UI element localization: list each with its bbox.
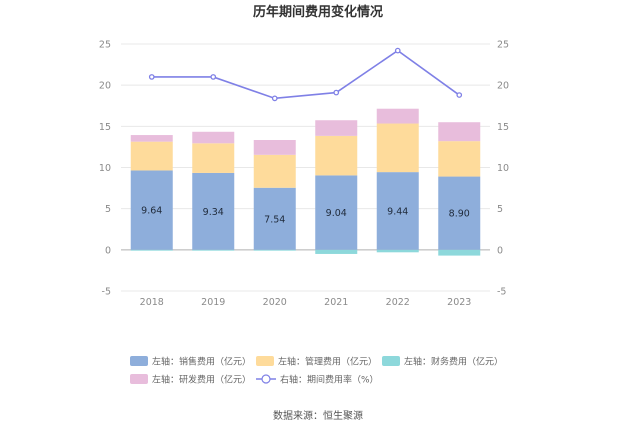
bar-segment	[376, 108, 419, 124]
bar-segment	[438, 249, 481, 256]
bar-segment	[192, 131, 235, 144]
x-tick-label: 2023	[447, 297, 471, 308]
bar-segment	[438, 176, 481, 250]
y-right-tick-label: 25	[497, 40, 509, 51]
bar-data-label: 9.34	[203, 207, 224, 218]
bar-segment	[315, 249, 358, 254]
y-axis-right: 25 20 15 10 5 0 -5	[497, 40, 509, 298]
bar-segment	[192, 172, 235, 250]
legend-swatch	[382, 356, 400, 366]
bar-segment	[130, 141, 173, 171]
bar-segment	[253, 140, 296, 155]
bar-segment	[253, 187, 296, 250]
chart-title: 历年期间费用变化情况	[253, 4, 383, 20]
legend-item[interactable]: 左轴：销售费用（亿元）	[130, 356, 251, 368]
bar-segment	[130, 135, 173, 142]
rate-point	[271, 95, 278, 102]
bar-segment	[438, 122, 481, 142]
bar-segment	[376, 123, 419, 173]
y-right-tick-label: 5	[497, 204, 503, 215]
x-tick-label: 2020	[263, 297, 287, 308]
y-right-tick-label: 10	[497, 163, 509, 174]
rate-point	[333, 89, 340, 96]
x-tick-label: 2022	[386, 297, 410, 308]
y-left-tick-label: 25	[99, 40, 111, 51]
y-left-tick-label: 10	[99, 163, 111, 174]
legend-item[interactable]: 左轴：管理费用（亿元）	[256, 356, 377, 368]
bar-segment	[315, 120, 358, 136]
rate-point	[148, 74, 155, 80]
legend-swatch	[256, 356, 274, 366]
legend-label: 右轴：期间费用率（%）	[280, 374, 379, 386]
bar-data-label: 9.64	[141, 206, 162, 217]
y-left-tick-label: 20	[99, 81, 111, 92]
legend: 左轴：销售费用（亿元） 左轴：管理费用（亿元） 左轴：财务费用（亿元） 左轴：研发费用…	[130, 356, 503, 386]
bar-segment	[192, 249, 235, 251]
legend-item[interactable]: 左轴：研发费用（亿元）	[130, 374, 251, 386]
bar-segment	[192, 143, 235, 173]
y-left-tick-label: 0	[105, 245, 111, 256]
grid-lines	[121, 43, 490, 292]
bar-segment	[130, 170, 173, 250]
legend-label: 左轴：财务费用（亿元）	[404, 356, 503, 368]
legend-label: 左轴：研发费用（亿元）	[152, 374, 251, 386]
y-axis-left: 25 20 15 10 5 0 -5	[99, 40, 111, 298]
y-left-tick-label: -5	[102, 287, 111, 298]
data-labels: 9.64 9.34 7.54 9.04 9.44 8.90	[141, 206, 470, 226]
y-right-tick-label: 15	[497, 122, 509, 133]
y-right-tick-label: 20	[497, 81, 509, 92]
source-note: 数据来源：恒生聚源	[273, 409, 363, 422]
y-left-tick-label: 15	[99, 122, 111, 133]
rate-line	[151, 49, 460, 100]
x-tick-label: 2021	[324, 297, 348, 308]
x-tick-label: 2018	[140, 297, 164, 308]
bar-series	[130, 108, 481, 256]
y-right-tick-label: -5	[497, 287, 506, 298]
bar-segment	[253, 249, 296, 251]
legend-item[interactable]: 右轴：期间费用率（%）	[256, 374, 379, 386]
rate-point	[456, 92, 463, 98]
rate-point	[394, 47, 401, 54]
y-left-tick-label: 5	[105, 204, 111, 215]
bar-segment	[376, 172, 419, 250]
legend-item[interactable]: 左轴：财务费用（亿元）	[382, 356, 503, 368]
legend-label: 左轴：管理费用（亿元）	[278, 356, 377, 368]
bar-data-label: 8.90	[449, 209, 470, 220]
bar-data-label: 9.04	[326, 208, 347, 219]
bar-segment	[315, 135, 358, 176]
legend-circle-marker	[261, 374, 271, 384]
bar-segment	[315, 175, 358, 250]
line-series	[148, 47, 463, 102]
bar-segment	[376, 249, 419, 253]
legend-swatch	[130, 356, 148, 366]
legend-label: 左轴：销售费用（亿元）	[152, 356, 251, 368]
y-right-tick-label: 0	[497, 245, 503, 256]
bar-segment	[438, 141, 481, 177]
bar-segment	[253, 154, 296, 188]
bar-data-label: 7.54	[264, 214, 285, 225]
bar-data-label: 9.44	[387, 206, 408, 217]
x-tick-label: 2019	[201, 297, 225, 308]
x-axis: 2018 2019 2020 2021 2022 2023	[140, 297, 472, 308]
rate-point	[210, 74, 217, 80]
bar-segment	[130, 249, 173, 251]
legend-swatch	[130, 374, 148, 384]
